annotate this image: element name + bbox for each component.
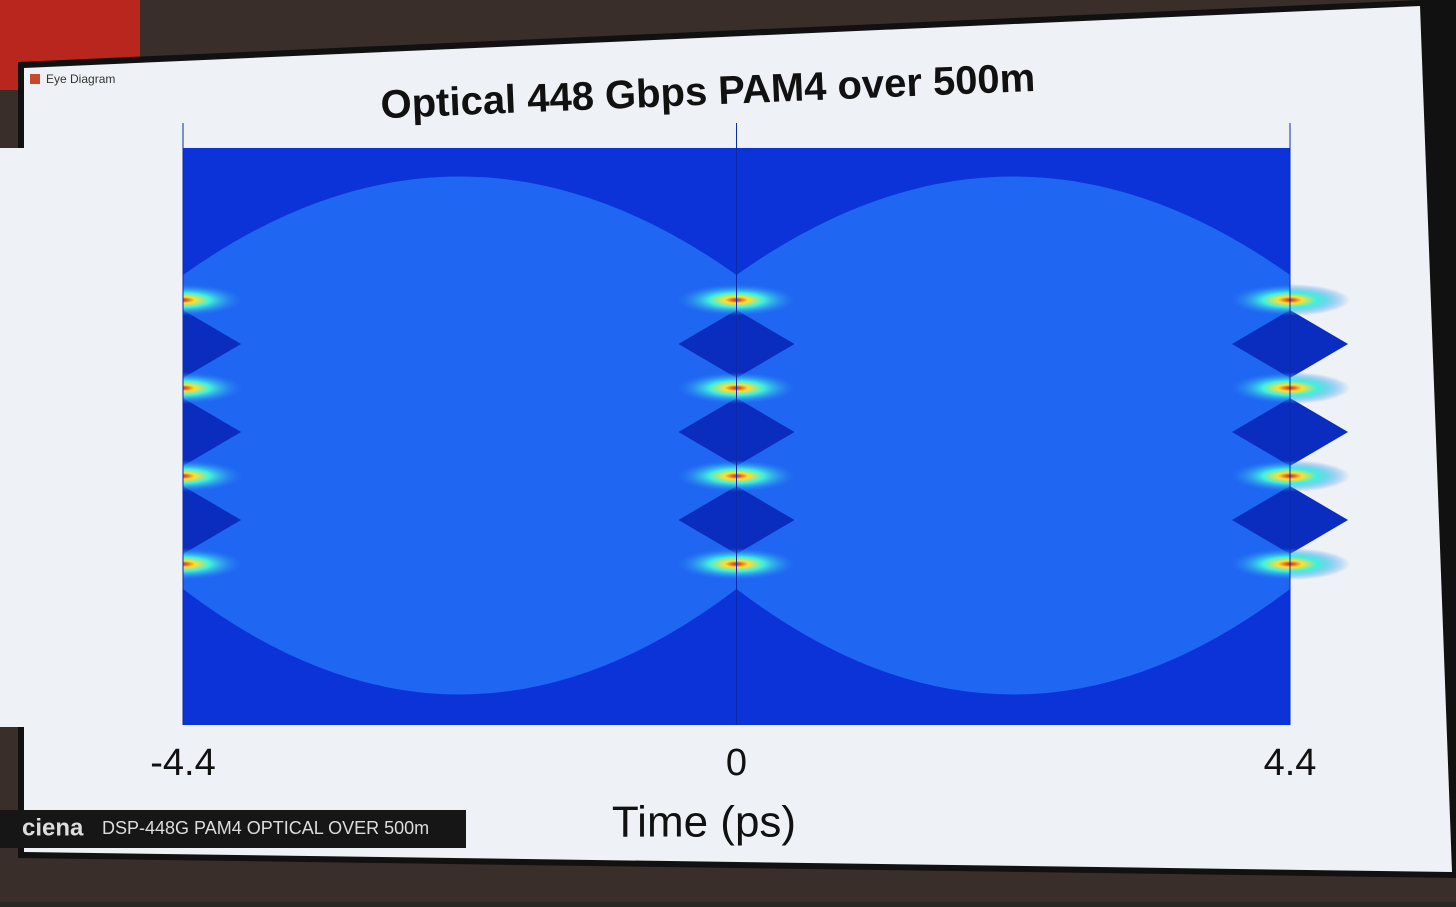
eye-envelope <box>183 176 737 695</box>
banner-caption: DSP-448G PAM4 OPTICAL OVER 500m <box>102 818 429 838</box>
x-tick-label: -4.4 <box>150 742 215 784</box>
window-icon <box>30 74 40 84</box>
banner-logo: ciena <box>22 814 84 841</box>
x-tick-label: 4.4 <box>1264 742 1317 784</box>
window-title: Eye Diagram <box>46 72 115 86</box>
x-tick-label: 0 <box>726 742 747 784</box>
x-axis-label: Time (ps) <box>612 798 796 847</box>
plot <box>0 123 1350 727</box>
plot-mask-left <box>0 148 183 727</box>
eye-envelope <box>736 176 1290 695</box>
banner <box>0 810 466 848</box>
